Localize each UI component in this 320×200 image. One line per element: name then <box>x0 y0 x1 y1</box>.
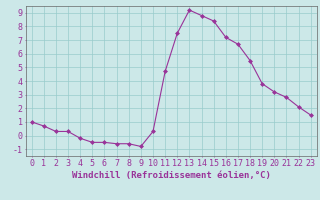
X-axis label: Windchill (Refroidissement éolien,°C): Windchill (Refroidissement éolien,°C) <box>72 171 271 180</box>
